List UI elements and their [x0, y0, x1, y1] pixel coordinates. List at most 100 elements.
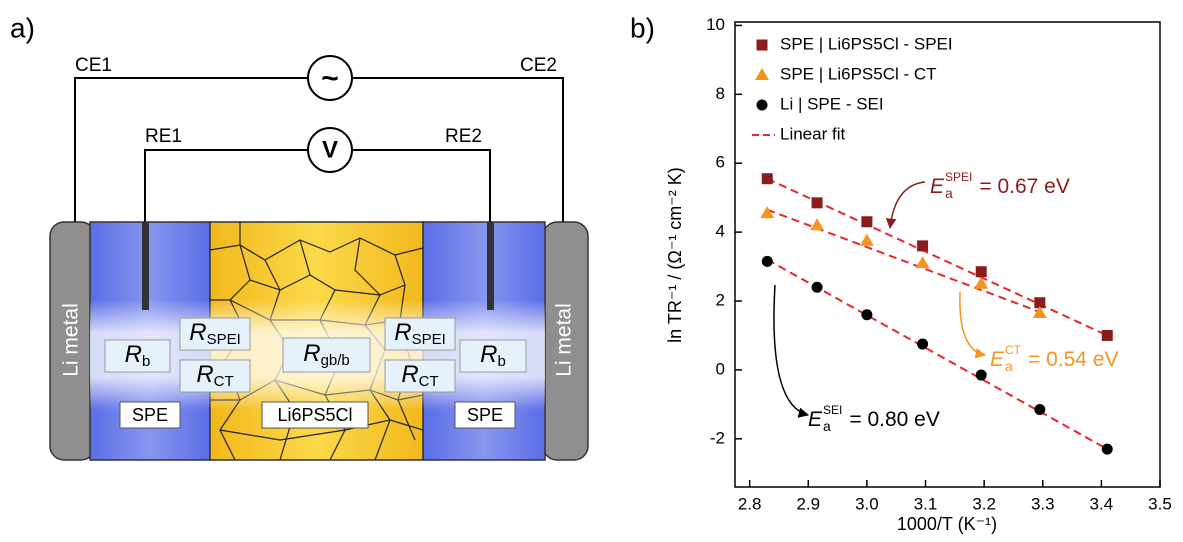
reference-electrode — [142, 222, 149, 310]
annotation-arrows — [773, 181, 987, 418]
annotation: EaCT = 0.54 eV — [990, 343, 1119, 374]
x-tick-label: 3.5 — [1148, 494, 1172, 513]
fit-line — [766, 208, 1044, 314]
point — [861, 309, 873, 321]
panel-label: b) — [630, 12, 655, 43]
point — [811, 281, 823, 293]
annotation-value: = 0.67 eV — [979, 175, 1070, 198]
resistance-subscript: CT — [214, 373, 234, 390]
fit-line — [766, 177, 1108, 337]
resistance-box — [104, 339, 171, 373]
legend-label: Linear fit — [780, 124, 845, 143]
x-tick-label: 2.8 — [738, 494, 762, 513]
annotation-subscript: a — [1005, 358, 1013, 374]
resistance-subscript: SPEI — [412, 331, 446, 348]
annotation-symbol: E — [808, 408, 823, 431]
point — [975, 369, 987, 381]
resistance-label: RSPEI — [189, 319, 241, 348]
electrode-label: CE1 — [75, 55, 112, 76]
x-tick-label: 3.4 — [1090, 494, 1114, 513]
point — [915, 256, 930, 269]
resistance-box — [384, 317, 456, 351]
resistance-subscript: SPEI — [207, 331, 241, 348]
annotation-value: = 0.54 eV — [1028, 348, 1119, 371]
annotation-superscript: SPEI — [945, 170, 972, 184]
x-tick-label: 3.1 — [914, 494, 938, 513]
resistance-subscript: CT — [419, 373, 439, 390]
layer-label: SPE — [132, 405, 168, 425]
resistance-subscript: b — [498, 353, 506, 370]
point — [761, 255, 773, 267]
annotation-subscript: a — [823, 418, 831, 434]
point — [1034, 297, 1046, 309]
y-tick-label: 6 — [716, 153, 725, 172]
layer-boxes — [119, 401, 516, 429]
resistance-box — [282, 337, 371, 373]
voltmeter: V — [322, 136, 338, 163]
point — [1101, 329, 1113, 341]
point — [811, 197, 823, 209]
annotation-symbol: E — [930, 175, 945, 198]
resistance-label: Rb — [480, 341, 506, 370]
point — [810, 218, 825, 231]
annotation-subscript: a — [945, 185, 953, 201]
point — [975, 266, 987, 278]
y-axis-label: ln TR⁻¹ / (Ω⁻¹ cm⁻² K) — [665, 167, 685, 343]
point — [859, 233, 874, 246]
resistance-box — [179, 317, 251, 351]
y-tick-label: 0 — [716, 359, 725, 378]
resistance-subscript: b — [142, 353, 150, 370]
y-tick-label: 2 — [716, 290, 725, 309]
resistance-label: RSPEI — [394, 319, 446, 348]
annotation-superscript: SEI — [823, 403, 842, 417]
resistance-box — [179, 359, 251, 393]
point — [1032, 306, 1047, 319]
legend-label: SPE | Li6PS5Cl - SPEI — [780, 34, 953, 53]
electrode-label: Li metal — [553, 303, 576, 377]
x-tick-label: 3.3 — [1031, 494, 1055, 513]
x-tick-label: 3.2 — [972, 494, 996, 513]
legend-label: SPE | Li6PS5Cl - CT — [780, 64, 937, 83]
resistance-label: Rb — [125, 341, 151, 370]
resistance-symbol: R — [480, 341, 497, 368]
y-tick-label: 10 — [706, 15, 725, 34]
point — [761, 173, 773, 185]
resistance-box — [384, 359, 456, 393]
point — [1101, 443, 1113, 455]
legend-marker — [756, 99, 768, 111]
point — [917, 240, 929, 252]
resistance-symbol: R — [189, 319, 206, 346]
layer-label: SPE — [467, 405, 503, 425]
resistance-symbol: R — [303, 340, 320, 367]
resistance-symbol: R — [196, 361, 213, 388]
legend-label: Li | SPE - SEI — [780, 94, 884, 113]
point — [1034, 404, 1046, 415]
point — [917, 338, 929, 350]
ac-source: ~ — [321, 62, 339, 95]
x-axis-label: 1000/T (K⁻¹) — [897, 514, 997, 534]
annotation: EaSPEI = 0.67 eV — [930, 170, 1070, 201]
resistance-label: RCT — [401, 361, 438, 390]
resistance-symbol: R — [401, 361, 418, 388]
plot-frame — [734, 21, 1161, 488]
y-tick-label: -2 — [710, 428, 725, 447]
x-tick-label: 2.9 — [796, 494, 820, 513]
point — [760, 206, 775, 219]
electrode-label: CE2 — [520, 55, 557, 76]
electrode-label: Li metal — [60, 303, 83, 377]
electrode-label: RE1 — [145, 126, 182, 147]
x-tick-label: 3.0 — [855, 494, 879, 513]
y-tick-label: 4 — [716, 222, 725, 241]
electrode-label: RE2 — [445, 126, 482, 147]
resistance-symbol: R — [125, 341, 142, 368]
panel-label: a) — [10, 12, 35, 43]
layer-label: Li6PS5Cl — [277, 405, 352, 425]
annotation-value: = 0.80 eV — [849, 408, 940, 431]
point — [974, 276, 989, 289]
annotation-symbol: E — [990, 348, 1005, 371]
reference-electrode — [487, 222, 494, 310]
resistance-subscript: gb/b — [321, 352, 350, 369]
